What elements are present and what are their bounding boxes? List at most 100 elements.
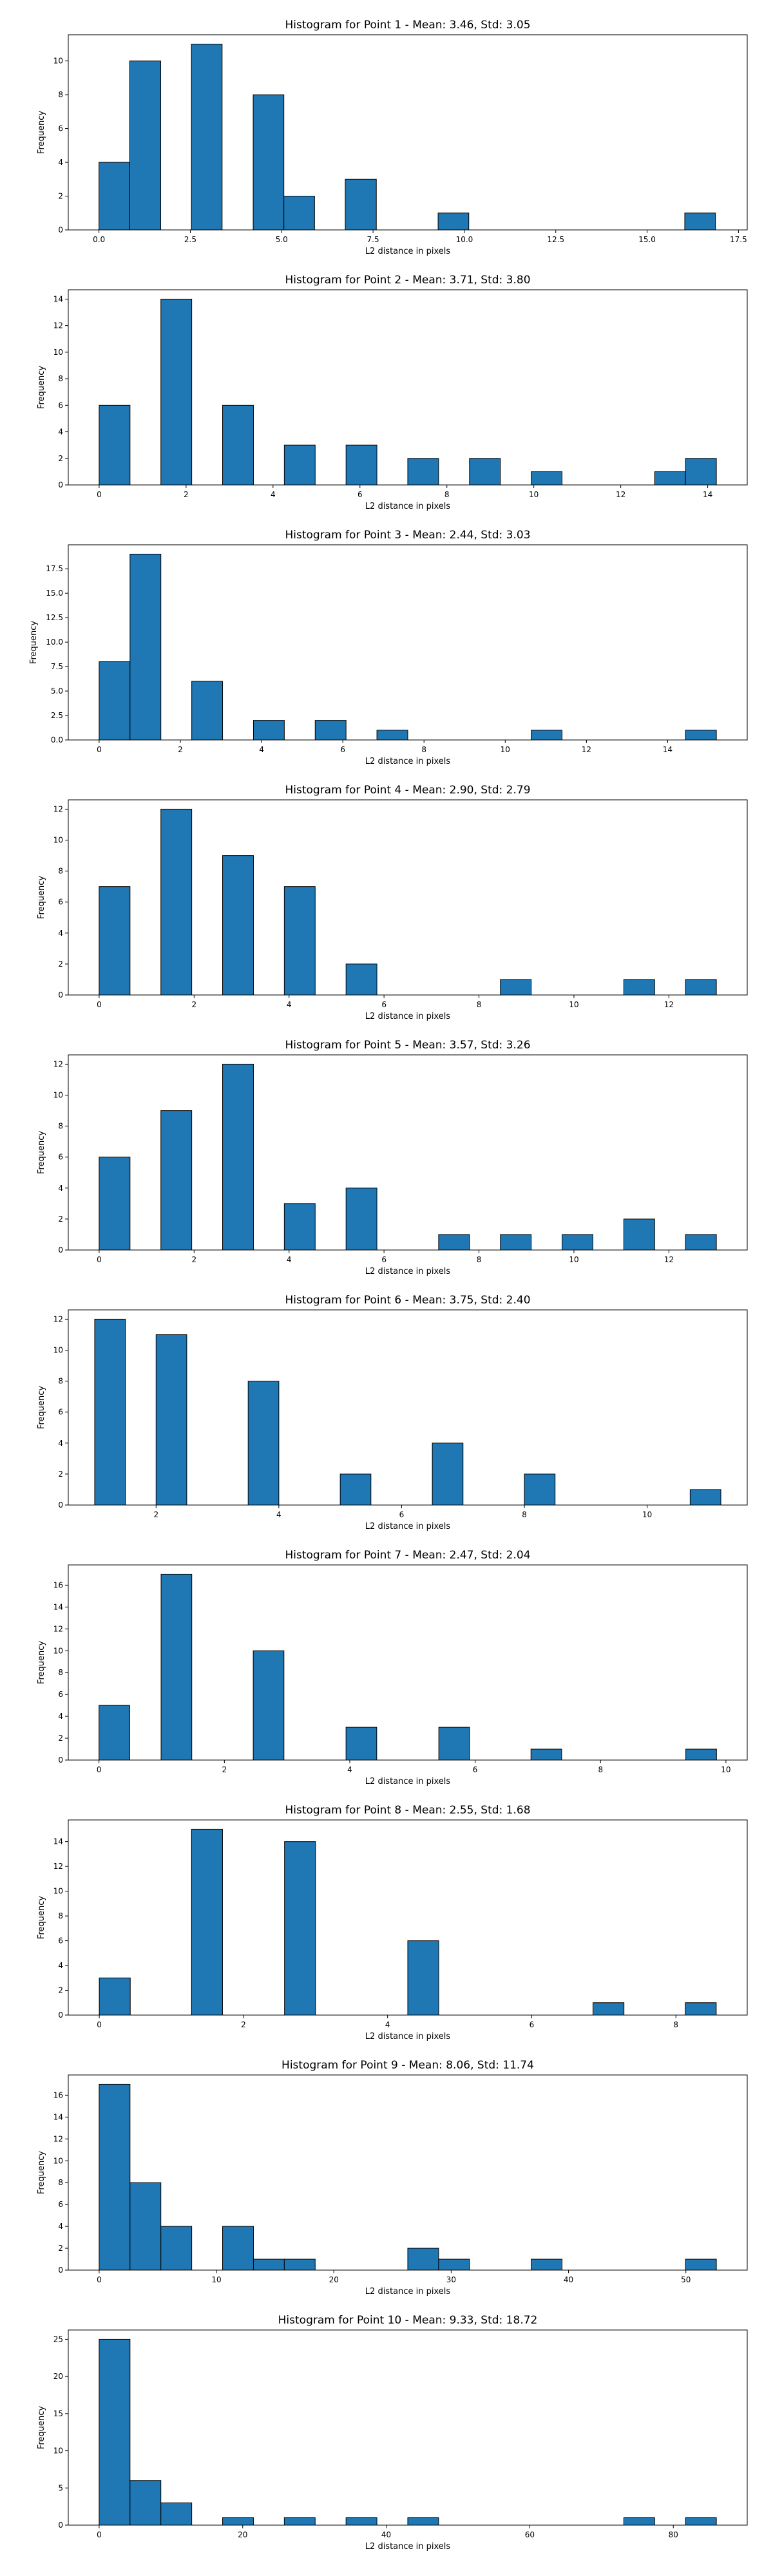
histogram-bar [129, 2182, 162, 2271]
histogram-bar [407, 2517, 439, 2526]
histogram-bar [689, 1489, 721, 1506]
x-axis-label: L2 distance in pixels [365, 2542, 451, 2552]
y-tick-label: 10.0 [46, 638, 63, 647]
histogram-bar [283, 886, 316, 996]
histogram-bar [623, 1218, 655, 1251]
x-tick-label: 4 [385, 2020, 390, 2029]
histogram-bar [283, 444, 316, 486]
histogram-bar [500, 1234, 532, 1251]
y-axis-label: Frequency [37, 1131, 46, 1174]
plot-frame [68, 1054, 748, 1251]
x-tick-label: 4 [347, 1765, 352, 1774]
x-tick-label: 10.0 [456, 235, 473, 244]
y-tick-label: 0 [58, 225, 63, 234]
histogram-7: Histogram for Point 7 - Mean: 2.47, Std:… [37, 1549, 748, 1786]
y-tick-label: 12 [53, 321, 63, 330]
y-tick-label: 12.5 [46, 613, 63, 622]
histogram-bar [500, 979, 532, 996]
histogram-bar [562, 1234, 593, 1251]
y-tick-label: 8 [58, 867, 63, 876]
y-tick-label: 14 [53, 2112, 63, 2121]
x-tick-label: 12 [664, 1255, 674, 1264]
histogram-bar [284, 1841, 316, 2016]
histogram-bar [222, 404, 254, 486]
y-tick-label: 15 [53, 2409, 63, 2418]
y-tick-label: 10 [53, 1646, 63, 1655]
histogram-bar [314, 720, 347, 741]
y-tick-label: 2 [58, 1986, 63, 1995]
x-tick-label: 6 [530, 2020, 535, 2029]
histogram-bar [253, 720, 285, 741]
histogram-bar [685, 2517, 717, 2526]
y-tick-label: 6 [58, 898, 63, 907]
histogram-bar [99, 1705, 130, 1761]
histogram-bar [531, 2259, 563, 2271]
y-tick-label: 6 [58, 124, 63, 133]
y-tick-label: 8 [58, 374, 63, 383]
y-tick-label: 2 [58, 454, 63, 463]
histogram-9: Histogram for Point 9 - Mean: 8.06, Std:… [37, 2059, 748, 2297]
histogram-bar [160, 298, 193, 486]
histogram-bar [160, 2226, 193, 2271]
y-tick-label: 2 [58, 1734, 63, 1743]
histogram-bar [685, 1234, 717, 1251]
histogram-bar [99, 1157, 131, 1251]
histogram-bar [222, 2517, 254, 2526]
y-tick-label: 6 [58, 1937, 63, 1946]
y-tick-label: 12 [53, 1624, 63, 1633]
x-tick-label: 0 [97, 2020, 102, 2029]
histogram-bar [345, 1727, 377, 1761]
plot-frame [68, 289, 748, 486]
histogram-bar [345, 1188, 377, 1251]
y-tick-label: 10 [53, 348, 63, 357]
x-tick-label: 4 [259, 745, 264, 754]
y-tick-label: 8 [58, 1377, 63, 1386]
y-tick-label: 6 [58, 1690, 63, 1699]
x-tick-label: 12 [664, 1000, 674, 1009]
y-tick-label: 0.0 [51, 735, 63, 744]
x-tick-label: 0 [97, 490, 102, 499]
y-axis-label: Frequency [37, 366, 46, 409]
x-tick-label: 12.5 [547, 235, 564, 244]
x-tick-label: 6 [473, 1765, 478, 1774]
histogram-4: Histogram for Point 4 - Mean: 2.90, Std:… [37, 784, 748, 1021]
x-axis-label: L2 distance in pixels [365, 502, 451, 511]
histogram-bar [530, 1748, 562, 1761]
histogram-bar [253, 1650, 285, 1761]
histogram-bar [685, 1748, 717, 1761]
x-axis-label: L2 distance in pixels [365, 1012, 451, 1021]
histogram-bar [345, 963, 377, 996]
chart-title: Histogram for Point 9 - Mean: 8.06, Std:… [282, 2059, 534, 2072]
y-axis-label: Frequency [37, 2406, 46, 2449]
y-tick-label: 0 [58, 2521, 63, 2530]
y-axis-label: Frequency [29, 621, 39, 664]
y-axis-label: Frequency [37, 876, 46, 919]
histogram-bar [247, 1381, 280, 1506]
histogram-bar [160, 808, 193, 996]
histogram-bar [99, 162, 130, 231]
histogram-3: Histogram for Point 3 - Mean: 2.44, Std:… [29, 529, 748, 766]
y-tick-label: 0 [58, 1245, 63, 1255]
plot-frame [68, 2074, 748, 2271]
y-tick-label: 4 [58, 929, 63, 938]
y-tick-label: 12 [53, 1314, 63, 1323]
y-tick-label: 2 [58, 960, 63, 969]
histogram-bar [654, 471, 686, 486]
histogram-bar [684, 213, 716, 231]
histogram-bar [469, 458, 501, 486]
x-tick-label: 20 [329, 2275, 339, 2284]
y-axis-label: Frequency [37, 1386, 46, 1429]
x-tick-label: 40 [564, 2275, 573, 2284]
x-tick-label: 6 [381, 1000, 386, 1009]
chart-title: Histogram for Point 10 - Mean: 9.33, Std… [278, 2314, 538, 2327]
histogram-bar [160, 2502, 193, 2526]
histogram-bar [531, 730, 563, 741]
x-tick-label: 15.0 [638, 235, 656, 244]
y-tick-label: 6 [58, 1408, 63, 1417]
x-axis-label: L2 distance in pixels [365, 2287, 451, 2297]
histogram-bar [283, 2259, 316, 2271]
histogram-bar [283, 1203, 316, 1251]
x-tick-label: 12 [582, 745, 591, 754]
y-tick-label: 2 [58, 2244, 63, 2253]
